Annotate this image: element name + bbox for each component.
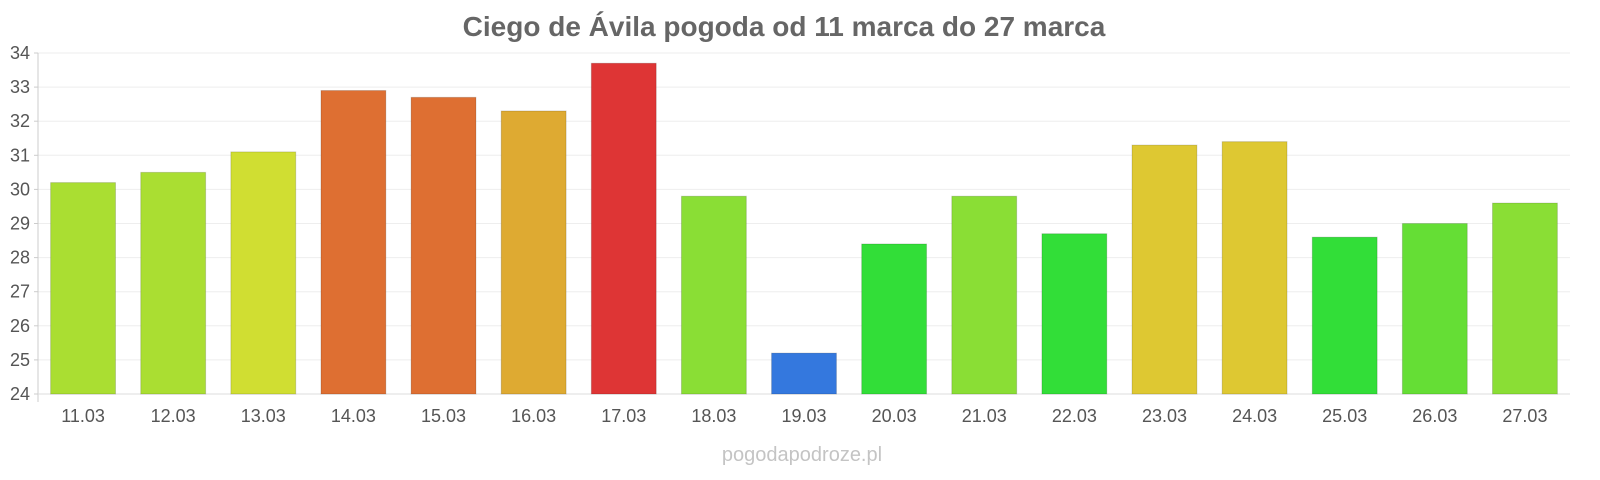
bars	[50, 62, 1558, 395]
bar-25.03	[1311, 236, 1378, 395]
bar-19.03	[771, 352, 837, 395]
x-tick-label: 15.03	[421, 406, 466, 426]
bar-20.03	[861, 243, 928, 395]
bar-12.03	[140, 171, 207, 395]
x-tick-label: 16.03	[511, 406, 556, 426]
bar-22.03	[1041, 233, 1108, 395]
y-tick-label: 29	[10, 214, 30, 234]
y-tick-label: 30	[10, 179, 30, 199]
x-tick-label: 18.03	[691, 406, 736, 426]
x-tick-label: 22.03	[1052, 406, 1097, 426]
bar-15.03	[410, 96, 477, 395]
bar-16.03	[500, 110, 567, 395]
x-tick-label: 11.03	[61, 406, 105, 426]
y-tick-label: 31	[10, 145, 30, 165]
x-tick-label: 19.03	[781, 406, 826, 426]
bar-26.03	[1401, 223, 1468, 395]
x-tick-label: 13.03	[241, 406, 286, 426]
y-tick-label: 24	[10, 384, 30, 404]
bar-11.03	[50, 182, 117, 395]
bar-14.03	[320, 90, 387, 395]
y-tick-label: 25	[10, 350, 30, 370]
x-tick-label: 25.03	[1322, 406, 1367, 426]
watermark: pogodapodroze.pl	[722, 444, 882, 466]
x-tick-label: 27.03	[1502, 406, 1547, 426]
y-tick-label: 28	[10, 248, 30, 268]
x-tick-label: 14.03	[331, 406, 376, 426]
bar-21.03	[951, 195, 1018, 395]
bar-13.03	[230, 151, 297, 395]
bar-27.03	[1491, 202, 1558, 395]
x-tick-label: 12.03	[151, 406, 196, 426]
chart-title: Ciego de Ávila pogoda od 11 marca do 27 …	[463, 11, 1106, 42]
x-tick-label: 20.03	[872, 406, 917, 426]
x-tick-label: 26.03	[1412, 406, 1457, 426]
x-tick-label: 24.03	[1232, 406, 1277, 426]
y-tick-label: 26	[10, 316, 30, 336]
y-tick-label: 27	[10, 282, 30, 302]
bar-23.03	[1131, 144, 1198, 395]
x-tick-label: 21.03	[962, 406, 1007, 426]
x-tick-label: 17.03	[601, 406, 646, 426]
x-tick-label: 23.03	[1142, 406, 1187, 426]
y-tick-label: 33	[10, 77, 30, 97]
bar-18.03	[680, 195, 747, 395]
x-axis-ticks: 11.03 12.03 13.03 14.03 15.03 16.03 17.03 18.03…	[61, 406, 1547, 426]
bar-17.03	[590, 62, 657, 395]
y-tick-label: 34	[10, 43, 30, 63]
y-axis-ticks: 24 25 26 27 28 29 30 31 32 33 34	[10, 43, 30, 404]
y-tick-label: 32	[10, 111, 30, 131]
bar-24.03	[1221, 141, 1288, 395]
